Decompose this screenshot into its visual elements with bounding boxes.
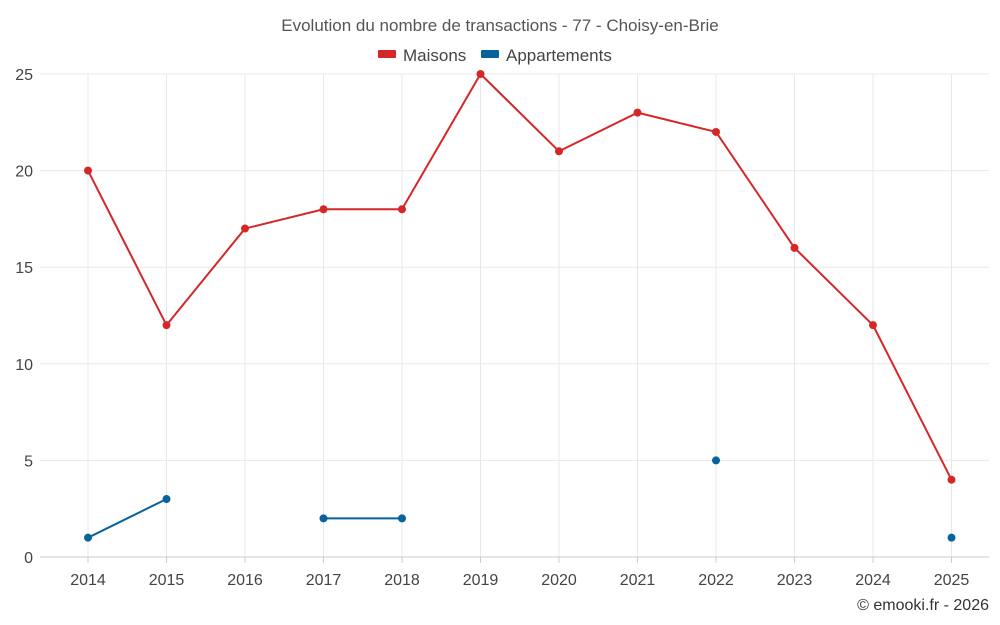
legend-swatch-maisons bbox=[378, 50, 396, 58]
data-point-appartements[interactable] bbox=[162, 495, 171, 504]
y-tick-label: 15 bbox=[15, 260, 33, 277]
data-point-appartements[interactable] bbox=[84, 533, 92, 542]
x-tick-label: 2021 bbox=[620, 572, 656, 589]
data-point-maisons[interactable] bbox=[241, 224, 249, 233]
data-point-appartements[interactable] bbox=[947, 533, 956, 542]
x-tick-label: 2016 bbox=[227, 572, 263, 589]
data-point-maisons[interactable] bbox=[319, 205, 328, 214]
y-tick-label: 0 bbox=[24, 550, 33, 567]
x-tick-label: 2018 bbox=[384, 572, 420, 589]
x-tick-label: 2020 bbox=[541, 572, 577, 589]
y-tick-label: 25 bbox=[15, 67, 33, 84]
data-point-maisons[interactable] bbox=[84, 166, 92, 175]
x-tick-label: 2015 bbox=[149, 572, 185, 589]
data-point-maisons[interactable] bbox=[633, 108, 642, 117]
x-tick-label: 2014 bbox=[70, 572, 106, 589]
data-point-appartements[interactable] bbox=[319, 514, 328, 523]
legend-label-appartements: Appartements bbox=[506, 46, 612, 65]
grid bbox=[40, 73, 989, 557]
x-tick-label: 2024 bbox=[855, 572, 891, 589]
series-line-maisons bbox=[87, 73, 953, 481]
legend-item-maisons[interactable]: Maisons bbox=[378, 46, 466, 65]
data-point-maisons[interactable] bbox=[398, 205, 406, 214]
x-tick-label: 2019 bbox=[463, 572, 499, 589]
x-tick-label: 2023 bbox=[777, 572, 813, 589]
data-point-maisons[interactable] bbox=[869, 321, 877, 330]
y-tick-label: 10 bbox=[15, 357, 33, 374]
y-tick-label: 20 bbox=[15, 164, 33, 181]
series-appartements bbox=[84, 456, 956, 542]
chart-title: Evolution du nombre de transactions - 77… bbox=[281, 16, 719, 35]
credit-text: © emooki.fr - 2026 bbox=[857, 597, 989, 614]
data-point-appartements[interactable] bbox=[712, 456, 720, 465]
data-point-maisons[interactable] bbox=[555, 147, 563, 156]
data-point-maisons[interactable] bbox=[947, 475, 956, 484]
data-point-maisons[interactable] bbox=[712, 127, 720, 136]
series-line-appartements bbox=[87, 498, 167, 539]
x-tick-label: 2022 bbox=[698, 572, 734, 589]
legend: Maisons Appartements bbox=[378, 46, 612, 65]
data-point-maisons[interactable] bbox=[162, 321, 171, 330]
legend-swatch-appartements bbox=[481, 50, 499, 58]
x-tick-label: 2017 bbox=[306, 572, 342, 589]
legend-label-maisons: Maisons bbox=[403, 46, 466, 65]
data-point-appartements[interactable] bbox=[398, 514, 406, 523]
series bbox=[84, 70, 956, 542]
data-point-maisons[interactable] bbox=[790, 243, 799, 252]
data-point-maisons[interactable] bbox=[476, 70, 485, 78]
y-tick-label: 5 bbox=[24, 453, 33, 470]
series-maisons bbox=[84, 70, 956, 484]
legend-item-appartements[interactable]: Appartements bbox=[481, 46, 612, 65]
x-tick-label: 2025 bbox=[934, 572, 970, 589]
